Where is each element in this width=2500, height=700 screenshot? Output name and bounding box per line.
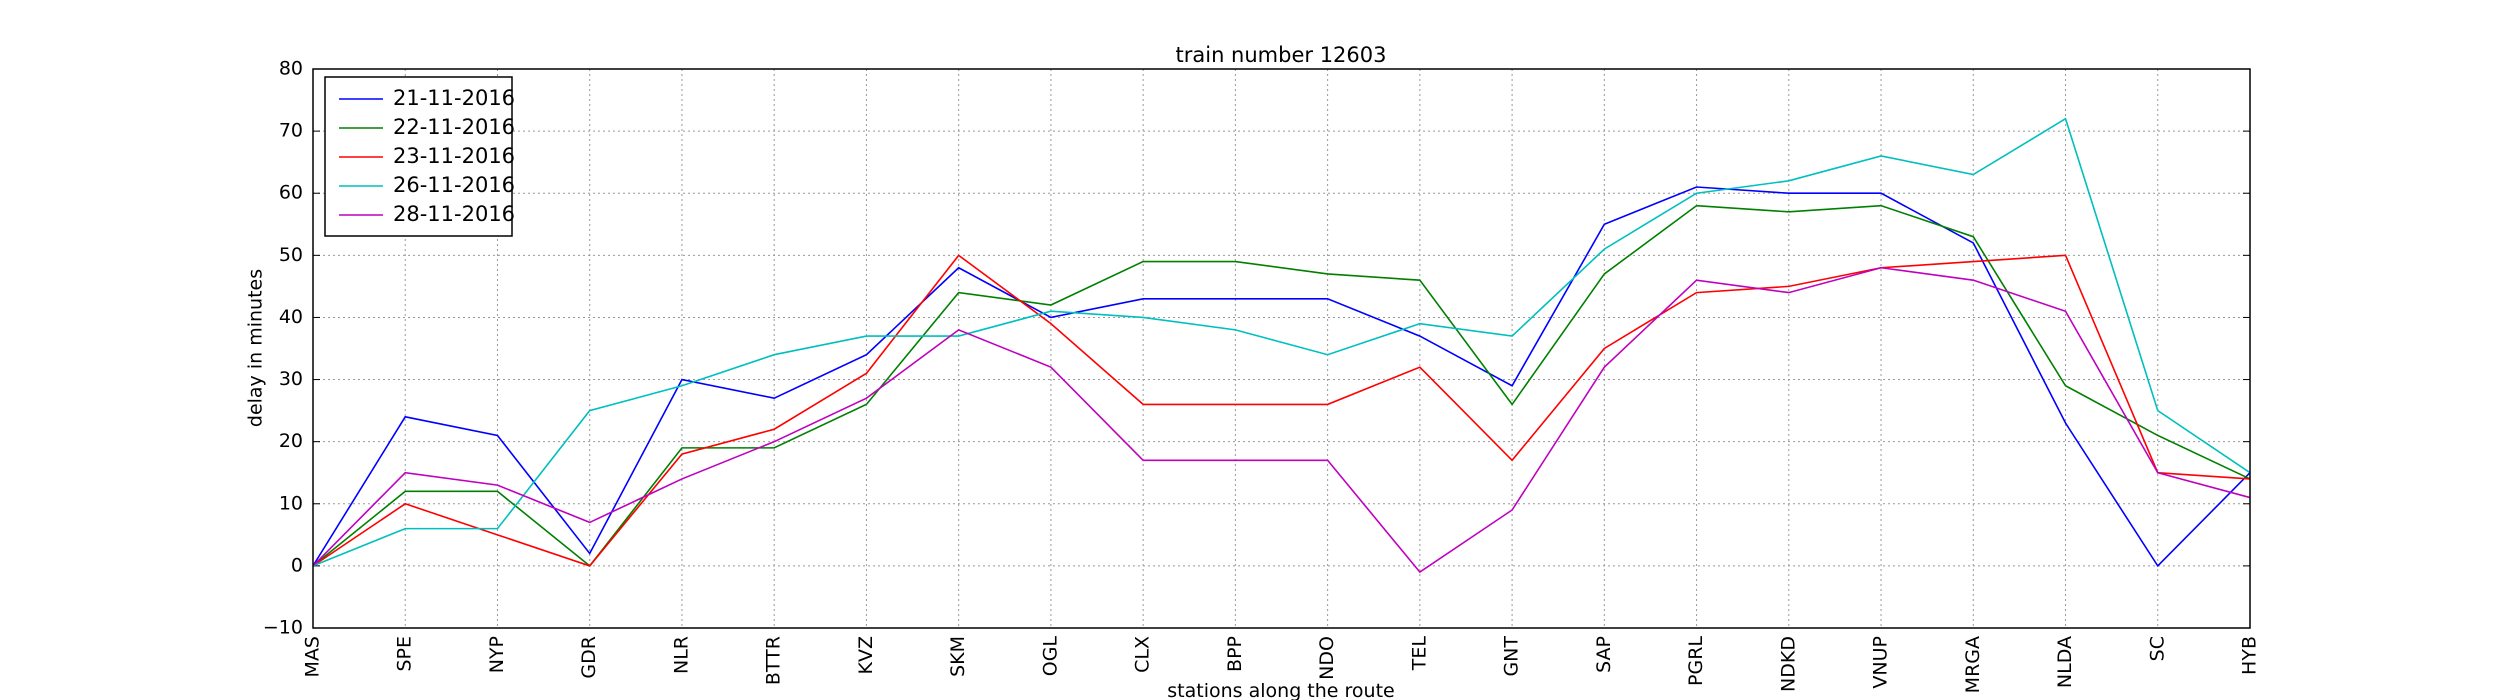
chart-title: train number 12603 <box>1176 43 1387 67</box>
x-tick-label: CLX <box>1132 636 1154 673</box>
x-tick-label: VNUP <box>1870 636 1892 689</box>
data-line <box>312 254 2251 567</box>
y-tick-label: 40 <box>279 306 303 328</box>
x-tick-label: KVZ <box>855 636 877 674</box>
x-tick-label: PGRL <box>1685 636 1707 686</box>
y-tick-label: 70 <box>279 120 303 142</box>
x-tick-label: GNT <box>1501 636 1523 677</box>
x-tick-label: MAS <box>302 636 324 677</box>
x-tick-label: BTTR <box>763 636 785 685</box>
legend-label: 26-11-2016 <box>393 173 515 197</box>
legend-label: 21-11-2016 <box>393 86 515 110</box>
y-tick-label: 60 <box>279 182 303 204</box>
x-tick-label: SAP <box>1593 636 1615 673</box>
x-tick-label: TEL <box>1408 636 1430 672</box>
y-tick-label: 0 <box>291 554 303 576</box>
plot-frame <box>312 68 2251 629</box>
x-tick-label: SC <box>2146 636 2168 661</box>
x-tick-label: SKM <box>947 636 969 677</box>
x-tick-label: HYB <box>2239 636 2261 675</box>
x-tick-label: MRGA <box>1962 636 1984 693</box>
y-tick-label: 30 <box>279 368 303 390</box>
y-tick-label: 50 <box>279 244 303 266</box>
x-tick-label: GDR <box>578 636 600 679</box>
x-axis-label: stations along the route <box>1167 680 1394 700</box>
x-tick-label: NLR <box>670 636 692 674</box>
data-line <box>312 204 2251 568</box>
x-tick-label: OGL <box>1039 636 1061 677</box>
x-tick-label: NLDA <box>2054 636 2076 688</box>
y-tick-label: 10 <box>279 492 303 514</box>
x-tick-label: NYP <box>486 636 508 673</box>
legend-label: 22-11-2016 <box>393 115 515 139</box>
y-axis-label: delay in minutes <box>245 269 267 427</box>
y-tick-label: −10 <box>263 617 303 639</box>
x-tick-label: SPE <box>394 636 416 672</box>
legend-label: 28-11-2016 <box>393 202 515 226</box>
x-tick-label: BPP <box>1224 636 1246 672</box>
x-tick-label: NDKD <box>1777 636 1799 692</box>
data-line <box>312 186 2251 568</box>
data-line <box>312 117 2251 567</box>
y-tick-label: 20 <box>279 430 303 452</box>
y-tick-label: 80 <box>279 58 303 80</box>
data-line <box>312 266 2251 574</box>
legend-label: 23-11-2016 <box>393 144 515 168</box>
x-tick-label: NDO <box>1316 636 1338 680</box>
